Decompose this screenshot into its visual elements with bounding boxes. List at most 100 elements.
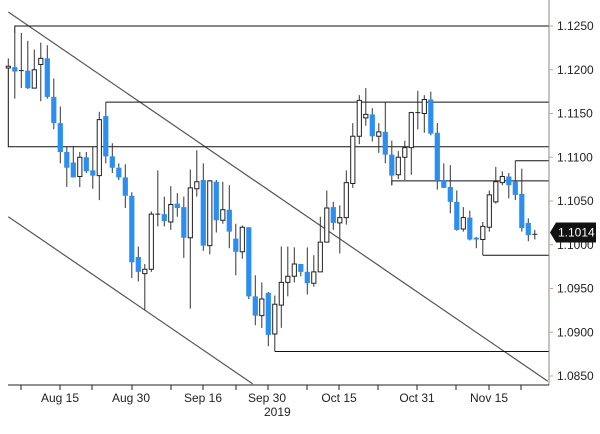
candle-body xyxy=(25,70,31,89)
candle xyxy=(421,95,427,133)
horizontal-levels xyxy=(7,25,549,352)
candle xyxy=(408,111,414,175)
candle xyxy=(389,140,395,186)
candle xyxy=(486,190,492,232)
candle xyxy=(194,150,200,197)
candle-body xyxy=(200,180,206,246)
candle-body xyxy=(12,67,18,72)
candle xyxy=(77,152,83,187)
candle xyxy=(512,160,518,201)
candle xyxy=(369,108,375,142)
candle xyxy=(298,264,304,277)
candle-body xyxy=(499,176,505,184)
candle xyxy=(499,171,505,186)
candle xyxy=(428,91,434,136)
y-tick-label: 1.1250 xyxy=(557,19,594,33)
candle xyxy=(187,169,193,309)
candle xyxy=(278,246,284,328)
candle xyxy=(57,106,63,164)
candle-body xyxy=(356,99,362,137)
candle xyxy=(135,246,141,282)
candle-body xyxy=(174,203,180,208)
candle-body xyxy=(486,194,492,228)
candle-body xyxy=(473,237,479,240)
candle xyxy=(480,222,486,256)
candle-body xyxy=(83,157,89,172)
candle-body xyxy=(402,147,408,158)
candle-body xyxy=(467,217,473,240)
candle-body xyxy=(252,296,258,316)
candle-body xyxy=(233,238,239,252)
trendline-1 xyxy=(7,216,254,385)
x-tick-label: Sep 30 xyxy=(248,391,286,405)
x-tick-label: Aug 15 xyxy=(41,391,79,405)
y-tick-label: 1.0850 xyxy=(557,369,594,383)
candle-body xyxy=(389,154,395,176)
candle xyxy=(129,192,135,278)
candle xyxy=(252,275,258,326)
candle xyxy=(519,168,525,232)
candle-body xyxy=(369,114,375,137)
candle xyxy=(122,164,128,208)
level-line-2 xyxy=(7,68,549,148)
candle-body xyxy=(408,112,414,149)
candle xyxy=(220,181,226,224)
candle xyxy=(363,88,369,126)
candle-body xyxy=(142,268,148,275)
candle xyxy=(304,247,310,295)
candle-body xyxy=(90,170,96,176)
candle-body xyxy=(259,298,265,317)
candle xyxy=(233,223,239,276)
x-tick-label: Oct 31 xyxy=(399,391,435,405)
candle-body xyxy=(460,217,466,230)
y-tick-label: 1.0950 xyxy=(557,282,594,296)
candle-body xyxy=(337,217,343,224)
candle-body xyxy=(311,271,317,284)
candle-body xyxy=(220,209,226,221)
candle xyxy=(38,42,44,102)
candle xyxy=(382,102,388,164)
candle xyxy=(343,170,349,225)
candle-body xyxy=(317,241,323,273)
candle-body xyxy=(434,132,440,181)
candle-body xyxy=(31,69,37,89)
candle-body xyxy=(187,187,193,239)
candle-body xyxy=(265,292,271,335)
candle-body xyxy=(239,226,245,253)
candle xyxy=(213,180,219,233)
candle-body xyxy=(70,162,76,178)
candle xyxy=(454,190,460,231)
candle xyxy=(109,143,115,173)
candle-body xyxy=(57,123,63,152)
candle-body xyxy=(278,281,284,306)
candle-body xyxy=(512,181,518,195)
candle-body xyxy=(421,99,427,114)
candle xyxy=(142,264,148,311)
candle xyxy=(415,90,421,130)
candle xyxy=(207,180,213,255)
candle xyxy=(265,292,271,347)
candle-body xyxy=(161,214,167,222)
candle-body xyxy=(213,181,219,221)
candle xyxy=(259,282,265,328)
candle-body xyxy=(194,181,200,190)
candle-body xyxy=(96,119,102,177)
candle-body xyxy=(454,201,460,230)
candle xyxy=(493,166,499,204)
candle xyxy=(70,145,76,178)
candle-body xyxy=(226,209,232,232)
year-label: 2019 xyxy=(264,405,291,419)
candle xyxy=(174,193,180,217)
candle xyxy=(200,163,206,251)
candle xyxy=(291,247,297,283)
candle xyxy=(96,111,102,201)
trendlines xyxy=(7,11,549,385)
candle-body xyxy=(395,156,401,176)
x-tick-label: Oct 15 xyxy=(321,391,357,405)
trendline-0 xyxy=(7,11,549,382)
candle-body xyxy=(285,275,291,283)
y-tick-label: 1.1200 xyxy=(557,63,594,77)
candle xyxy=(447,165,453,214)
